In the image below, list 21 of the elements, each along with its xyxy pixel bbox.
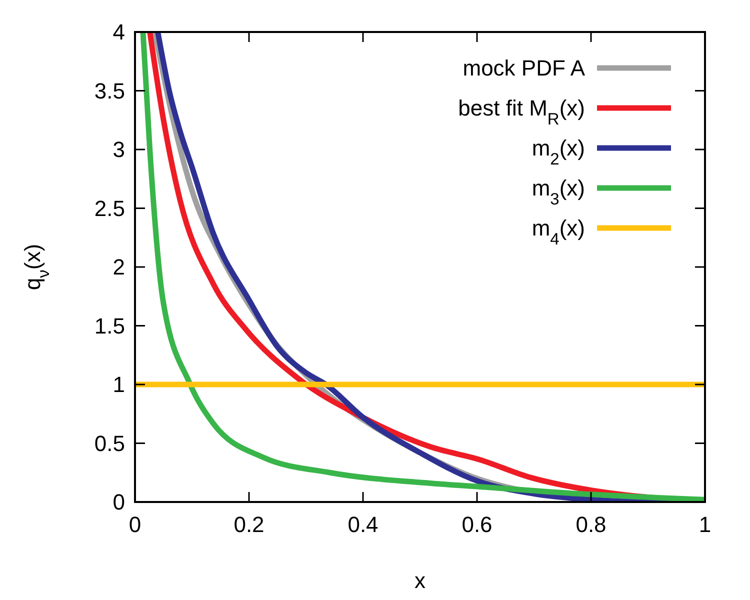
x-tick-label: 0.2: [234, 512, 264, 537]
x-tick-label: 1: [698, 512, 712, 537]
x-tick-label: 0.4: [348, 512, 378, 537]
x-tick-label: 0.6: [462, 512, 492, 537]
y-tick-label: 2: [112, 254, 125, 280]
y-tick-label: 4: [112, 20, 125, 45]
y-tick-label: 0.5: [94, 430, 125, 456]
y-tick-label: 0: [112, 490, 125, 515]
y-tick-label: 3: [112, 137, 125, 162]
y-tick-label: 1: [112, 372, 125, 398]
y-tick-label: 1.5: [94, 313, 125, 338]
y-tick-label: 2.5: [94, 196, 125, 221]
x-axis-title: x: [414, 568, 426, 593]
legend-label: m$_{2}$(x): [532, 136, 585, 169]
x-tick-label: 0: [128, 512, 142, 537]
legend-label: mock PDF A: [462, 56, 586, 81]
x-tick-label: 0.8: [576, 512, 606, 537]
legend-label: best fit M$_{R}$(x): [458, 96, 585, 129]
legend-label: m$_{3}$(x): [532, 176, 585, 209]
y-tick-label: 3.5: [94, 78, 125, 104]
legend-label: m$_{4}$(x): [532, 216, 585, 249]
